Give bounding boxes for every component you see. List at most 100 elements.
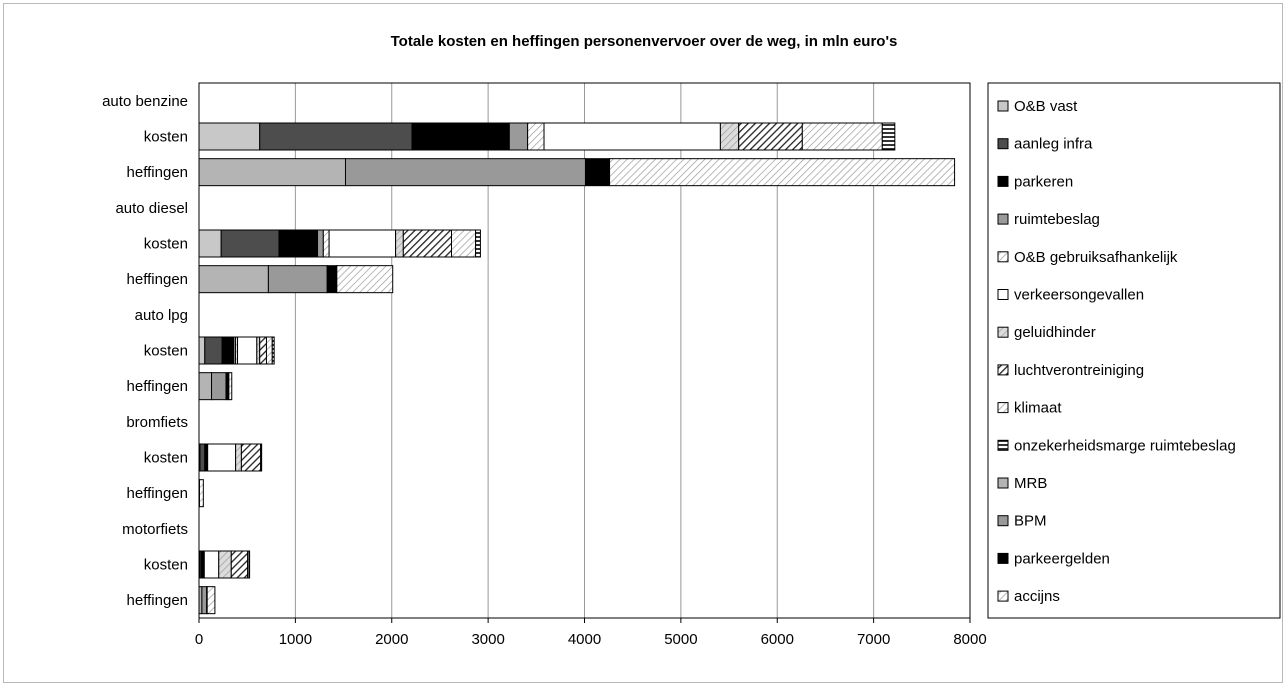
bar-segment	[278, 229, 319, 258]
legend-label: MRB	[1014, 475, 1047, 492]
chart-frame: Totale kosten en heffingen personenvervo…	[3, 3, 1283, 683]
category-labels: auto benzine kosten heffingen auto diesel ko…	[102, 93, 188, 609]
legend-item: parkeren	[997, 173, 1073, 190]
legend-swatch	[997, 138, 1009, 150]
category-label: kosten	[144, 450, 188, 467]
legend-label: O&B vast	[1014, 98, 1078, 115]
bar-segment	[199, 443, 206, 472]
category-label: heffingen	[127, 164, 188, 181]
category-label: auto diesel	[115, 200, 188, 217]
bar-segment	[220, 229, 280, 258]
legend-label: geluidhinder	[1014, 324, 1096, 341]
stacked-bar-chart: Totale kosten en heffingen personenvervo…	[102, 33, 1281, 648]
bar-segment	[237, 336, 258, 365]
legend-swatch	[997, 289, 1009, 300]
bar-segment	[801, 122, 883, 151]
bar-segment	[206, 586, 216, 615]
bar-segment	[719, 122, 740, 151]
x-axis-ticks: 0 1000 2000 3000 4000 5000 6000 7000 8000	[195, 618, 987, 648]
legend-item: parkeergelden	[997, 550, 1110, 567]
legend-swatch	[997, 477, 1009, 489]
x-tick-label: 8000	[953, 631, 986, 648]
legend-item: O&B vast	[997, 98, 1078, 115]
legend-item: geluidhinder	[997, 324, 1096, 341]
bar-segment	[265, 336, 273, 365]
bar-segment	[527, 122, 545, 151]
bar-segment	[201, 586, 208, 615]
bar-segment	[584, 158, 611, 187]
legend-label: parkeren	[1014, 173, 1073, 190]
bar-segment	[228, 372, 233, 401]
bar-segment	[198, 158, 346, 187]
bar-segment	[609, 158, 956, 187]
bar-segment	[204, 336, 223, 365]
legend-swatch	[997, 590, 1009, 602]
legend-label: accijns	[1014, 588, 1060, 605]
bar-segment	[317, 229, 324, 258]
legend-item: accijns	[997, 588, 1060, 605]
legend-item: verkeersongevallen	[997, 287, 1144, 304]
category-label: kosten	[144, 236, 188, 253]
bar-segment	[402, 229, 453, 258]
bar-segment	[198, 229, 222, 258]
bar-segment	[543, 122, 721, 151]
bar-segment	[267, 265, 328, 294]
legend-label: verkeersongevallen	[1014, 287, 1144, 304]
legend-swatch	[997, 402, 1009, 414]
category-label: motorfiets	[122, 521, 188, 538]
legend-label: BPM	[1014, 513, 1047, 530]
category-label: auto lpg	[135, 307, 188, 324]
bar-segment	[322, 229, 330, 258]
x-tick-label: 3000	[471, 631, 504, 648]
legend-label: parkeergelden	[1014, 550, 1110, 567]
category-label: auto benzine	[102, 93, 188, 110]
legend-item: onzekerheidsmarge ruimtebeslag	[997, 437, 1236, 454]
bar-segment	[198, 122, 261, 151]
legend-item: O&B gebruiksafhankelijk	[997, 249, 1178, 266]
legend: O&B vast aanleg infra parkeren ruimtebeslag…	[987, 82, 1281, 619]
x-tick-label: 6000	[761, 631, 794, 648]
category-label: heffingen	[127, 271, 188, 288]
category-label: kosten	[144, 343, 188, 360]
bar-segment	[336, 265, 394, 294]
bar-segment	[198, 479, 204, 508]
legend-swatch	[997, 326, 1009, 338]
bar-segment	[271, 336, 275, 365]
legend-label: luchtverontreiniging	[1014, 362, 1144, 379]
legend-swatch	[997, 552, 1009, 564]
x-tick-label: 0	[195, 631, 203, 648]
bar-segment	[235, 443, 242, 472]
x-tick-label: 4000	[568, 631, 601, 648]
category-label: heffingen	[127, 485, 188, 502]
bar-segment	[218, 550, 232, 579]
category-label: bromfiets	[126, 414, 188, 431]
x-tick-label: 1000	[279, 631, 312, 648]
category-label: kosten	[144, 129, 188, 146]
bar-segment	[411, 122, 510, 151]
bar-segment	[221, 336, 235, 365]
category-label: heffingen	[127, 378, 188, 395]
bar-segment	[508, 122, 529, 151]
bar-segment	[198, 265, 269, 294]
bar-segment	[259, 122, 413, 151]
x-tick-label: 2000	[375, 631, 408, 648]
legend-box	[987, 82, 1281, 619]
legend-item: MRB	[997, 475, 1047, 492]
bar-segment	[881, 122, 896, 151]
bar-segment	[738, 122, 803, 151]
chart-title: Totale kosten en heffingen personenvervo…	[391, 33, 898, 50]
legend-label: klimaat	[1014, 400, 1062, 417]
bar-segment	[198, 372, 213, 401]
legend-label: aanleg infra	[1014, 136, 1093, 153]
legend-swatch	[997, 213, 1009, 225]
bar-segment	[240, 443, 262, 472]
legend-swatch	[997, 515, 1009, 527]
legend-label: ruimtebeslag	[1014, 211, 1100, 228]
legend-item: BPM	[997, 513, 1047, 530]
legend-swatch	[997, 251, 1009, 263]
x-tick-label: 5000	[664, 631, 697, 648]
legend-label: O&B gebruiksafhankelijk	[1014, 249, 1178, 266]
bar-segment	[203, 550, 220, 579]
bar-segment	[326, 265, 338, 294]
legend-swatch	[997, 439, 1009, 451]
